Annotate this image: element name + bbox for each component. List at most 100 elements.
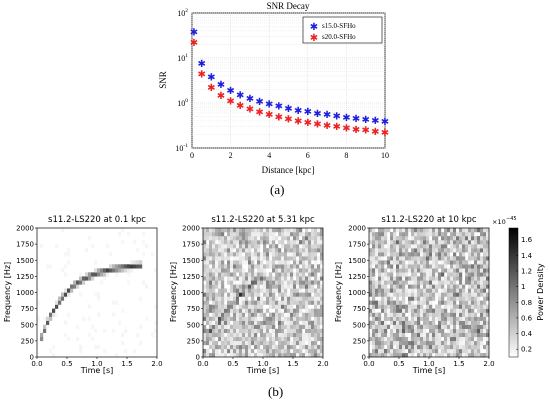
spectrogram-cell (209, 328, 213, 334)
spectrogram-cell (314, 260, 318, 265)
spectrogram-cell (438, 336, 442, 342)
spectrogram-cell (480, 264, 484, 269)
spectrogram-cell (396, 276, 400, 281)
spectrogram-cell (405, 308, 409, 313)
spectrogram-cell (426, 308, 430, 313)
spectrogram-cell (296, 336, 300, 342)
spectrogram-cell (212, 232, 216, 237)
spectrogram-cell (399, 232, 403, 237)
spectrogram-cell (414, 252, 418, 257)
spectrogram-cell (224, 272, 228, 277)
spectrogram-cell (203, 272, 207, 277)
spectrogram-cell (293, 320, 297, 325)
spectrogram-cell (218, 348, 222, 354)
spectrogram-cell (251, 320, 255, 325)
spectrogram-cell (302, 280, 306, 285)
spectrogram-cell (450, 284, 454, 289)
spectrogram-cell (287, 312, 291, 317)
spectrogram-cell (384, 340, 388, 346)
spectrogram-cell (245, 344, 249, 350)
spectrogram-cell (308, 296, 312, 301)
spectrogram-cell (447, 260, 451, 265)
spectrogram-cell (269, 344, 273, 350)
spectrogram-cell (468, 256, 472, 261)
spectrogram-cell (215, 284, 219, 289)
spectrogram-cell (468, 328, 472, 334)
spectrogram-cell (230, 280, 234, 285)
spectrogram-cell (372, 308, 376, 313)
snr-points: ✱✱✱✱✱ ✱ ✱ ✱ ✱ ✱ ✱ ✱ ✱ ✱ ✱ ✱ ✱ ✱ ✱ ✱ ✱✱✱✱✱✱ ✱ ✱ ✱ ✱ ✱ ✱ ✱ ✱ ✱ ✱ ✱ ✱ ✱ ✱… (190, 27, 389, 139)
spectrogram-cell (399, 256, 403, 261)
spectrogram-cell (284, 304, 288, 309)
spectrogram-cell (269, 244, 273, 249)
spectrogram-cell (450, 240, 454, 245)
spectrogram-cell (405, 340, 409, 346)
spectrogram-cell (369, 268, 373, 273)
spectrogram-cell (284, 316, 288, 321)
spectrogram-cell (450, 328, 454, 334)
snr-point-series-2: ✱ (313, 120, 321, 131)
spectrogram-cell (396, 332, 400, 338)
spectrogram-cell (411, 312, 415, 317)
spectrogram-cell (112, 312, 116, 317)
spectrogram-cell (426, 324, 430, 329)
spectrogram-cell (429, 248, 433, 253)
spectrogram-cell (441, 252, 445, 257)
spectrogram-cell (408, 284, 412, 289)
spectrogram-cell (375, 248, 379, 253)
spectrogram-cell (248, 272, 252, 277)
spectrogram-cell (97, 312, 101, 317)
spectrogram-cell (293, 284, 297, 289)
spectrogram-cell (257, 292, 261, 297)
spectrogram-cell (275, 296, 279, 301)
spectrogram-cell (275, 312, 279, 317)
spectrogram-cell (230, 300, 234, 305)
spectrogram-cell (269, 276, 273, 281)
spectrogram-cell (450, 260, 454, 265)
spectrogram-cell (432, 316, 436, 321)
spectrogram-cell (236, 300, 240, 305)
spectrogram-cell (393, 288, 397, 293)
spectrogram-cell (468, 308, 472, 313)
spectrogram-cell (402, 284, 406, 289)
spectrogram-cell (423, 324, 427, 329)
spectrogram-cell (269, 260, 273, 265)
spectrogram-cell (266, 232, 270, 237)
spectrogram-cell (408, 292, 412, 297)
spectrogram-cell (447, 256, 451, 261)
spectrogram-cell (465, 344, 469, 350)
spectrogram-cell (399, 348, 403, 354)
spectrogram-cell (215, 312, 219, 317)
spectrogram-cell (483, 288, 487, 293)
spectrogram-cell (372, 232, 376, 237)
spectrogram-cell (369, 264, 373, 269)
spectrogram-cell (248, 248, 252, 253)
spectrogram-cell (384, 236, 388, 241)
spectrogram-cell (477, 256, 481, 261)
spectrogram-cell (396, 296, 400, 301)
spectrogram-cell (459, 328, 463, 334)
spectrogram-cell (450, 324, 454, 329)
spectrogram-cell (429, 352, 433, 358)
spectrogram-cell (248, 280, 252, 285)
spectrogram-cell (387, 300, 391, 305)
spectrogram-cell (453, 320, 457, 325)
spectrogram-cell (266, 320, 270, 325)
spectrogram-cell (396, 308, 400, 313)
spectrogram-cell (209, 276, 213, 281)
spectrogram-cell (293, 240, 297, 245)
spectrogram-cell (417, 248, 421, 253)
spectrogram-cell (275, 228, 279, 233)
spectrogram-cell (293, 272, 297, 277)
spectrogram-cell (290, 272, 294, 277)
spectrogram-cell (215, 244, 219, 249)
spectrogram-cell (486, 296, 490, 301)
spectrogram-cell (112, 328, 116, 334)
spectrogram-cell (405, 320, 409, 325)
spectrogram-cell (465, 352, 469, 358)
spectrogram-cell (387, 256, 391, 261)
spectrogram-cell (293, 288, 297, 293)
spectrogram-cell (393, 292, 397, 297)
spectrogram-cell (477, 272, 481, 277)
spectrogram-cell (459, 268, 463, 273)
